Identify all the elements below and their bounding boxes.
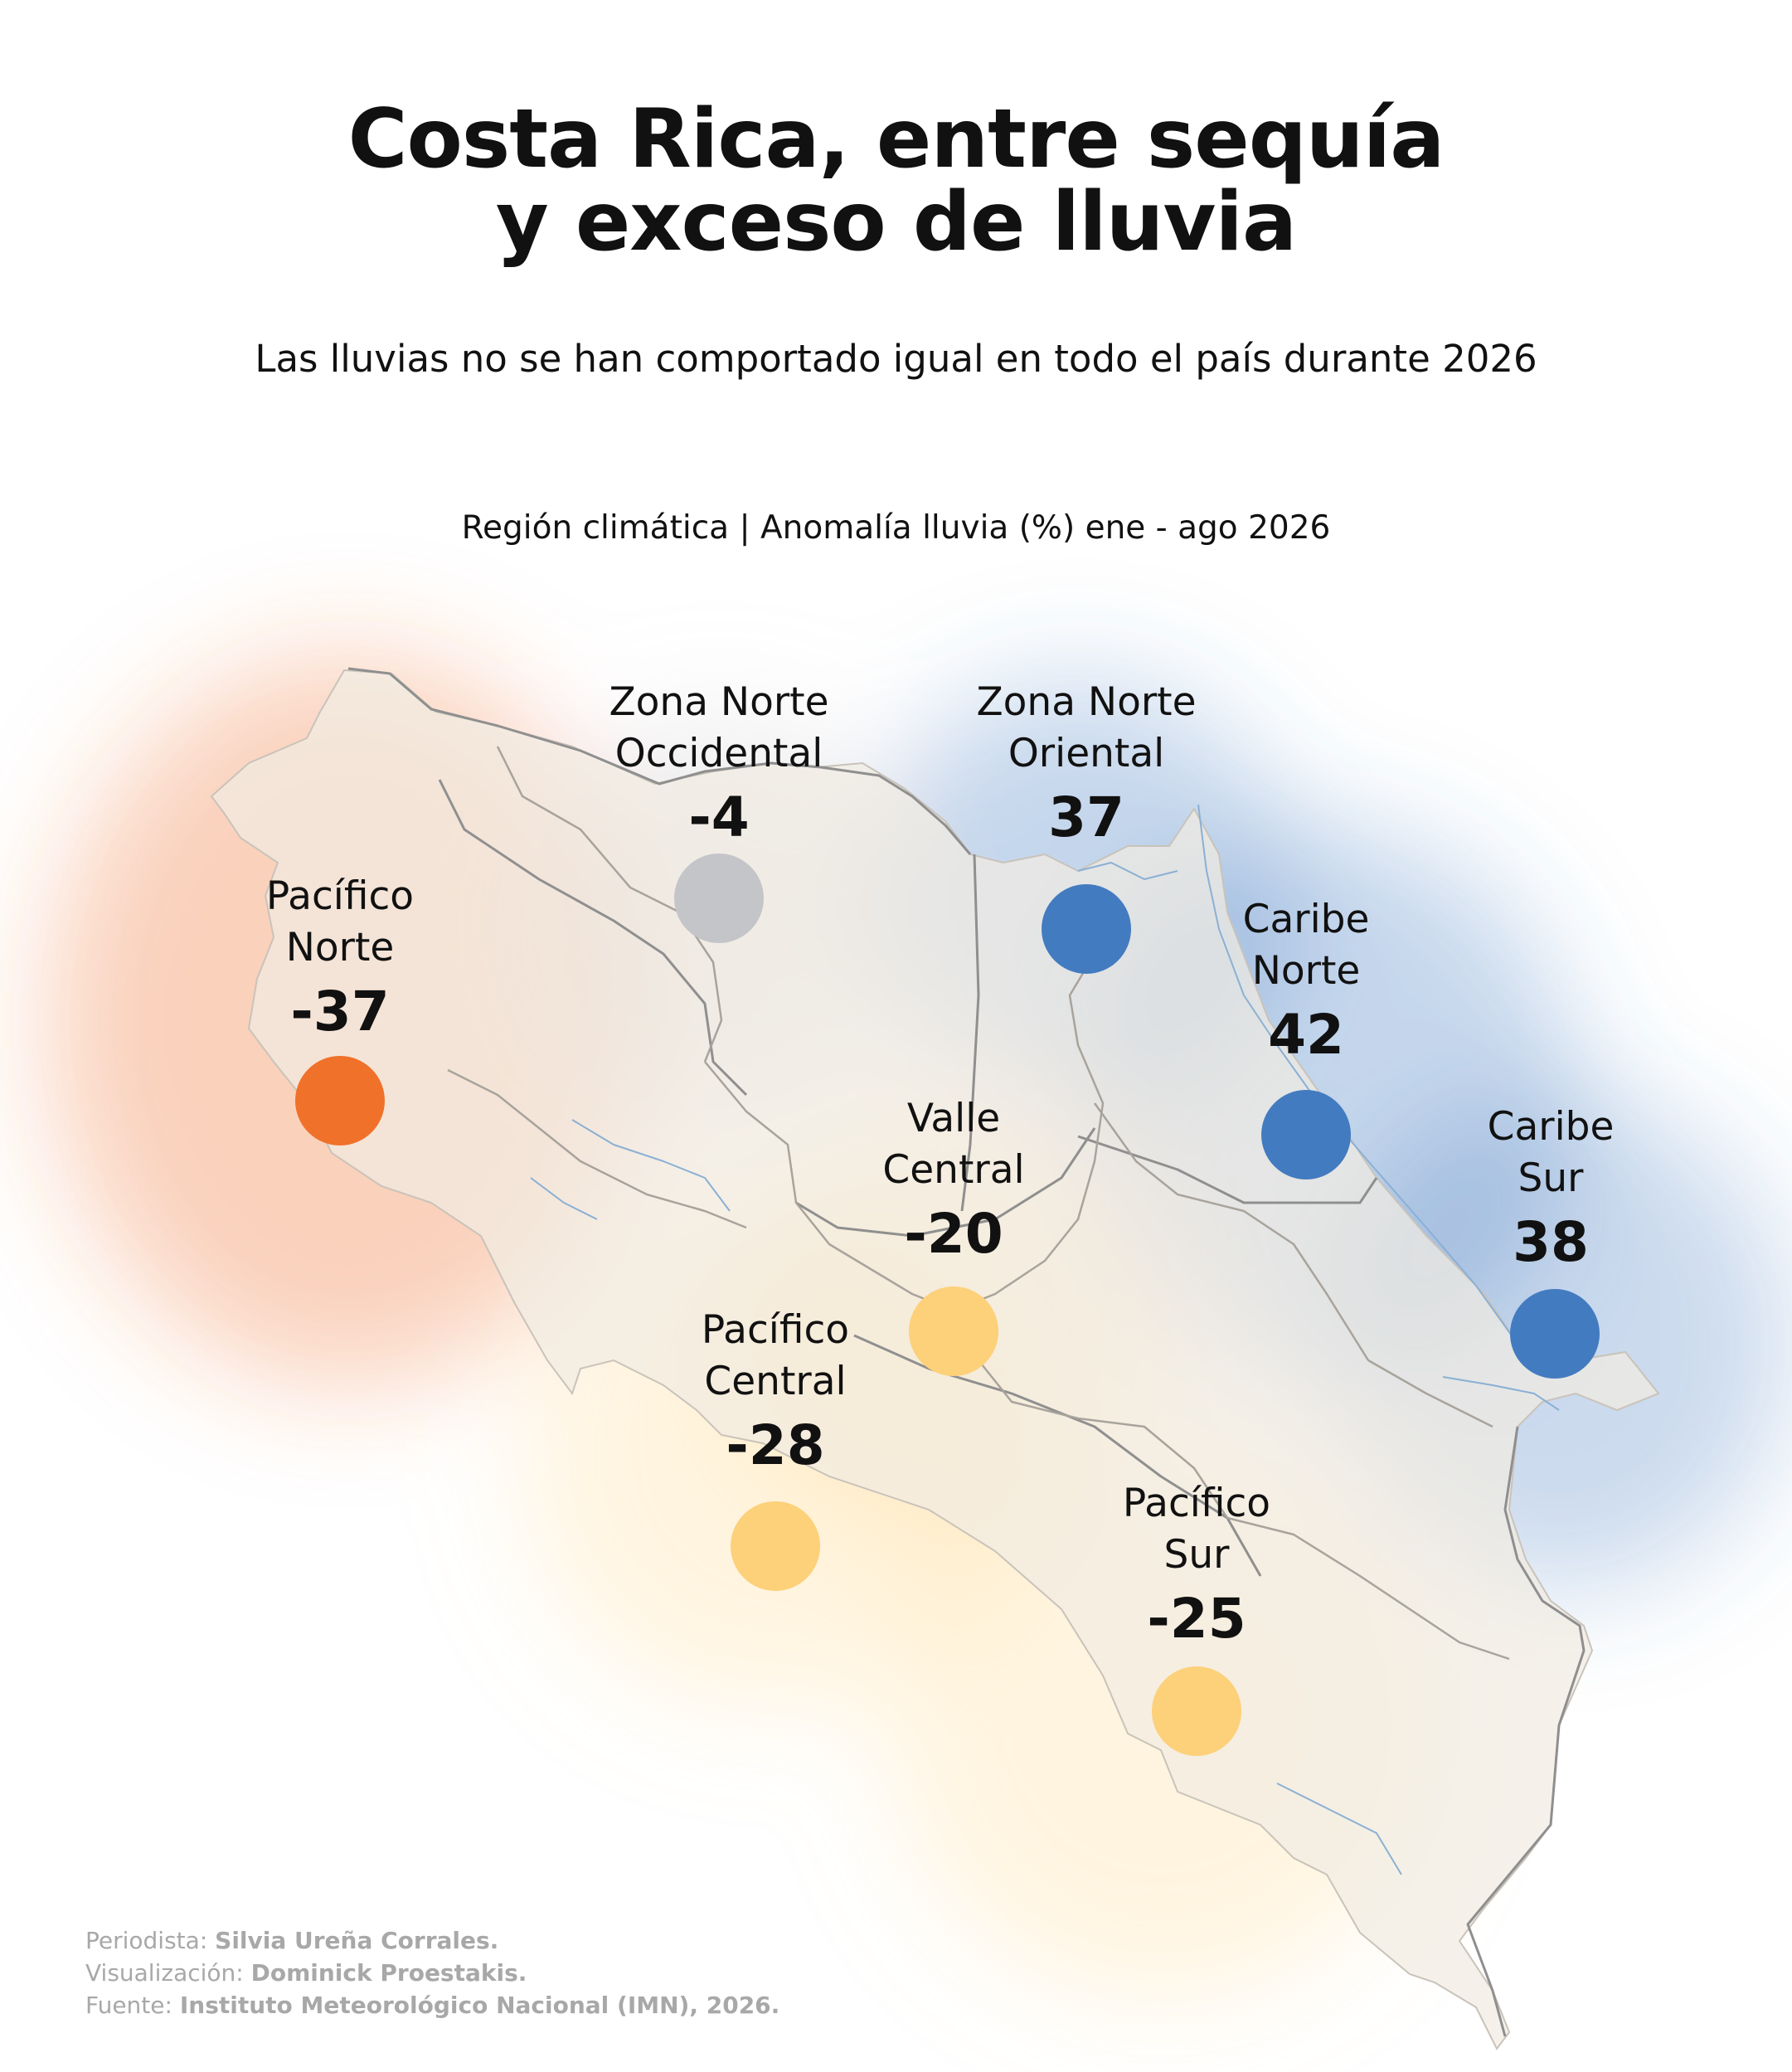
region-name: Pacífico Norte <box>166 871 514 974</box>
region-name-line-2: Oriental <box>1008 731 1165 776</box>
region-name-line-1: Caribe <box>1487 1104 1615 1150</box>
region-value: 37 <box>1048 786 1124 849</box>
credit-source-label: Fuente: <box>85 1992 172 2019</box>
credit-source: Fuente: Instituto Meteorológico Nacional… <box>85 1989 779 2021</box>
region-marker-zona-norte-oriental <box>1042 884 1131 974</box>
region-name-line-2: Norte <box>1251 948 1361 994</box>
region-name: Zona Norte Oriental <box>912 677 1260 780</box>
region-name-line-1: Valle <box>906 1096 1001 1141</box>
region-marker-zona-norte-occidental <box>674 854 764 943</box>
region-markers <box>295 854 1600 1756</box>
region-label-zona-norte-oriental: Zona Norte Oriental 37 <box>912 677 1260 853</box>
region-marker-pacifico-sur <box>1152 1666 1241 1756</box>
region-name-line-2: Sur <box>1518 1155 1584 1201</box>
region-name-line-2: Central <box>704 1359 847 1404</box>
region-label-valle-central: Valle Central -20 <box>779 1093 1128 1269</box>
credits: Periodista: Silvia Ureña Corrales. Visua… <box>85 1924 779 2021</box>
region-border-guanacaste <box>438 779 748 1097</box>
region-name-line-1: Zona Norte <box>609 679 829 725</box>
region-marker-pacifico-central <box>731 1501 820 1591</box>
region-name-line-1: Caribe <box>1242 897 1370 942</box>
region-name-line-1: Pacífico <box>1122 1481 1271 1526</box>
credit-source-name: Instituto Meteorológico Nacional (IMN), … <box>179 1992 780 2019</box>
province-lines <box>447 746 1510 1661</box>
region-name-line-2: Sur <box>1163 1532 1230 1578</box>
region-value: -37 <box>290 980 390 1043</box>
region-label-pacifico-norte: Pacífico Norte -37 <box>166 871 514 1047</box>
region-name-line-2: Occidental <box>614 731 823 776</box>
region-border-caribe <box>1077 1135 1378 1204</box>
panama-border <box>1466 1426 1586 2037</box>
region-name-line-2: Norte <box>285 925 395 970</box>
region-name: Caribe Norte <box>1132 894 1480 997</box>
credit-visualization-name: Dominick Proestakis. <box>250 1959 527 1987</box>
nicaragua-border <box>347 667 972 855</box>
credit-visualization: Visualización: Dominick Proestakis. <box>85 1957 779 1989</box>
region-marker-pacifico-norte <box>295 1056 385 1145</box>
region-label-pacifico-central: Pacífico Central -28 <box>601 1305 949 1481</box>
region-label-pacifico-sur: Pacífico Sur -25 <box>1022 1478 1371 1654</box>
region-label-caribe-norte: Caribe Norte 42 <box>1132 894 1480 1070</box>
region-name: Zona Norte Occidental <box>545 677 893 780</box>
region-name: Pacífico Central <box>601 1305 949 1408</box>
borders-layer <box>347 667 1586 2037</box>
region-name-line-1: Zona Norte <box>976 679 1197 725</box>
region-name: Valle Central <box>779 1093 1128 1196</box>
region-name: Pacífico Sur <box>1022 1478 1371 1581</box>
page-subtitle: Las lluvias no se han comportado igual e… <box>255 337 1537 381</box>
region-border-central <box>795 1127 1096 1238</box>
region-marker-valle-central <box>909 1286 998 1376</box>
credit-journalist-label: Periodista: <box>85 1927 208 1954</box>
credit-journalist: Periodista: Silvia Ureña Corrales. <box>85 1924 779 1957</box>
region-border-norte <box>960 854 980 1212</box>
region-value: 38 <box>1513 1210 1589 1274</box>
legend-caption: Región climática | Anomalía lluvia (%) e… <box>461 509 1331 547</box>
region-value: -28 <box>726 1413 825 1477</box>
region-label-caribe-sur: Caribe Sur 38 <box>1377 1102 1725 1277</box>
credit-visualization-label: Visualización: <box>85 1959 244 1987</box>
credit-journalist-name: Silvia Ureña Corrales. <box>215 1927 499 1954</box>
title-line-1: Costa Rica, entre sequía <box>347 92 1445 187</box>
region-value: -4 <box>688 786 750 849</box>
region-value: 42 <box>1268 1003 1344 1067</box>
region-value: -20 <box>904 1202 1003 1266</box>
region-marker-caribe-sur <box>1510 1289 1600 1379</box>
region-name: Caribe Sur <box>1377 1102 1725 1204</box>
page-title: Costa Rica, entre sequía y exceso de llu… <box>0 98 1792 264</box>
region-marker-caribe-norte <box>1261 1090 1351 1179</box>
region-name-line-1: Pacífico <box>265 873 415 919</box>
region-value: -25 <box>1147 1587 1246 1651</box>
region-name-line-1: Pacífico <box>701 1307 850 1353</box>
region-label-zona-norte-occidental: Zona Norte Occidental -4 <box>545 677 893 853</box>
region-name-line-2: Central <box>882 1147 1025 1193</box>
rivers-layer <box>530 804 1560 1875</box>
title-line-2: y exceso de lluvia <box>495 175 1297 270</box>
